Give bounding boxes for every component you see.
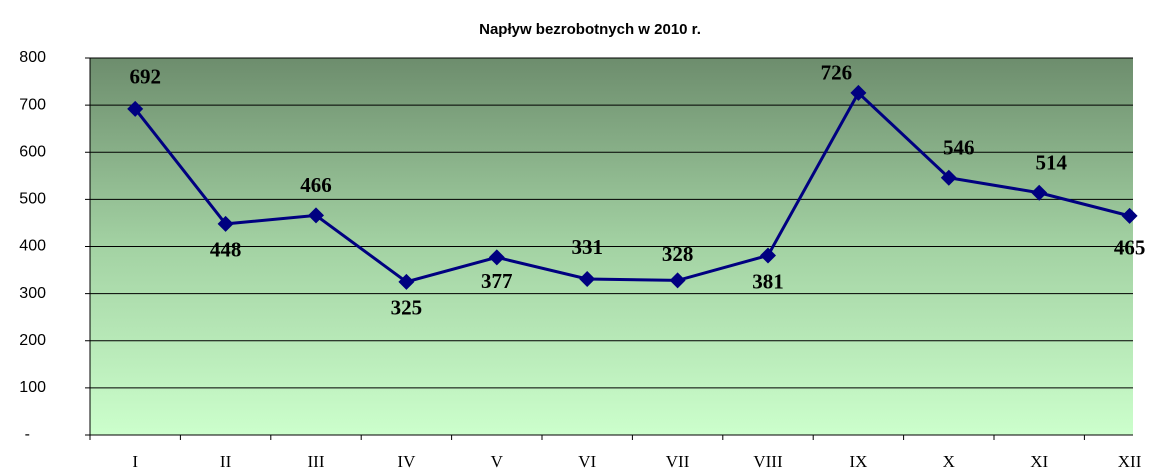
y-tick-label: 200 <box>19 332 46 349</box>
data-label: 466 <box>300 173 332 197</box>
x-tick-label: IX <box>849 452 867 471</box>
data-label: 546 <box>943 136 975 160</box>
y-tick-label: 800 <box>19 49 46 66</box>
data-label: 377 <box>481 269 513 293</box>
marker <box>579 271 596 288</box>
data-label: 328 <box>662 242 694 266</box>
x-tick-label: II <box>220 452 232 471</box>
chart-title: Napływ bezrobotnych w 2010 r. <box>479 21 701 38</box>
line <box>134 90 1130 284</box>
marker <box>1031 184 1048 201</box>
data-label: 331 <box>571 235 603 259</box>
y-tick-label: 100 <box>19 379 46 396</box>
data-label: 726 <box>821 61 853 85</box>
x-tick-label: X <box>943 452 955 471</box>
x-tick-label: VII <box>666 452 690 471</box>
marker <box>398 273 415 290</box>
marker <box>850 84 867 101</box>
data-label: 514 <box>1035 151 1067 175</box>
marker <box>669 272 686 289</box>
x-tick-label: XII <box>1118 452 1142 471</box>
data-label: 448 <box>210 238 242 262</box>
marker <box>127 100 144 117</box>
y-tick-label: - <box>25 426 30 443</box>
y-tick-label: 400 <box>19 238 46 255</box>
x-tick-label: IV <box>397 452 416 471</box>
marker <box>488 249 505 266</box>
y-tick-label: 300 <box>19 285 46 302</box>
data-label: 381 <box>752 269 784 293</box>
data-label: 465 <box>1114 236 1146 260</box>
x-tick-label: VIII <box>753 452 783 471</box>
data-label: 692 <box>129 65 161 89</box>
marker <box>760 247 776 264</box>
data-label: 325 <box>391 296 423 320</box>
x-tick-label: XI <box>1030 452 1048 471</box>
x-tick-label: VI <box>578 452 596 471</box>
marker <box>308 207 324 224</box>
y-tick-label: 700 <box>19 96 46 113</box>
x-tick-label: I <box>132 452 138 471</box>
marker <box>940 169 957 186</box>
marker <box>1121 207 1138 224</box>
x-tick-label: V <box>491 452 504 471</box>
y-tick-label: 500 <box>19 191 46 208</box>
marker <box>217 215 234 232</box>
x-tick-label: III <box>308 452 325 471</box>
y-tick-label: 600 <box>19 143 46 160</box>
